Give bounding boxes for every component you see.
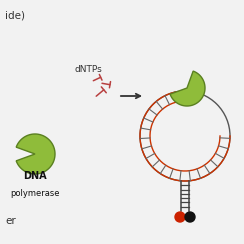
Text: er: er: [5, 216, 16, 226]
Text: DNA: DNA: [23, 171, 47, 181]
Circle shape: [185, 212, 195, 222]
Polygon shape: [16, 134, 55, 174]
Text: ide): ide): [5, 10, 25, 20]
Circle shape: [175, 212, 185, 222]
Text: dNTPs: dNTPs: [74, 64, 102, 73]
Polygon shape: [170, 71, 205, 106]
Text: polymerase: polymerase: [10, 189, 60, 198]
